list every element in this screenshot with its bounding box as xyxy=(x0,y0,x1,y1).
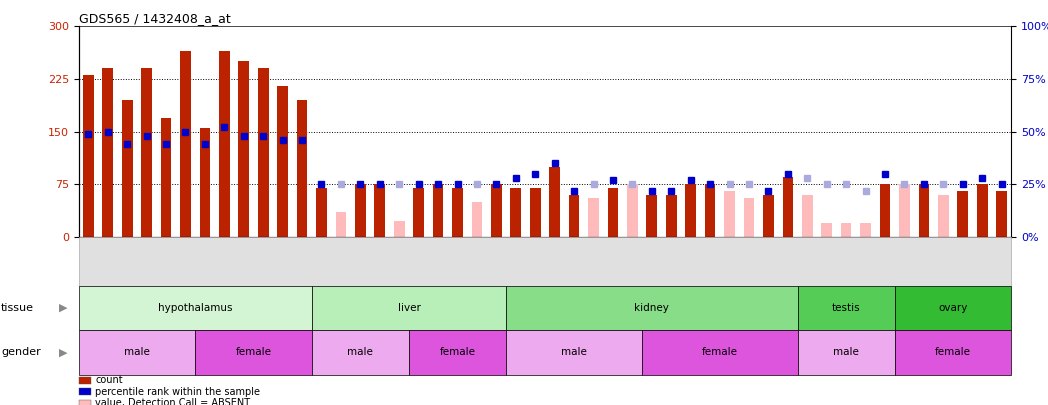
Bar xyxy=(103,68,113,237)
Bar xyxy=(122,100,132,237)
Bar xyxy=(530,188,541,237)
Bar xyxy=(724,191,735,237)
Bar xyxy=(199,128,211,237)
Bar xyxy=(316,188,327,237)
Bar xyxy=(977,184,987,237)
Text: female: female xyxy=(236,347,271,357)
Bar xyxy=(278,86,288,237)
Bar xyxy=(879,184,891,237)
Text: male: male xyxy=(348,347,373,357)
Bar xyxy=(997,191,1007,237)
Text: hypothalamus: hypothalamus xyxy=(158,303,233,313)
Bar xyxy=(627,184,638,237)
Bar xyxy=(665,195,677,237)
Text: male: male xyxy=(561,347,587,357)
Text: liver: liver xyxy=(397,303,420,313)
Text: ▶: ▶ xyxy=(59,347,67,357)
Bar xyxy=(160,117,172,237)
Bar xyxy=(374,184,385,237)
Bar xyxy=(219,51,230,237)
Text: male: male xyxy=(124,347,150,357)
Bar xyxy=(685,184,696,237)
Text: female: female xyxy=(439,347,476,357)
Bar xyxy=(355,184,366,237)
Text: value, Detection Call = ABSENT: value, Detection Call = ABSENT xyxy=(95,398,250,405)
Bar xyxy=(569,195,580,237)
Text: male: male xyxy=(833,347,859,357)
Text: gender: gender xyxy=(1,347,41,357)
Bar xyxy=(549,167,560,237)
Bar xyxy=(899,184,910,237)
Bar xyxy=(239,62,249,237)
Bar xyxy=(413,188,424,237)
Bar xyxy=(938,195,948,237)
Bar xyxy=(608,188,618,237)
Bar xyxy=(705,184,716,237)
Bar xyxy=(802,195,812,237)
Text: female: female xyxy=(702,347,738,357)
Bar xyxy=(840,223,851,237)
Bar xyxy=(492,184,502,237)
Text: testis: testis xyxy=(832,303,860,313)
Bar xyxy=(822,223,832,237)
Bar xyxy=(958,191,968,237)
Text: ovary: ovary xyxy=(938,303,967,313)
Bar xyxy=(918,184,930,237)
Bar xyxy=(394,222,405,237)
Bar xyxy=(433,184,443,237)
Bar xyxy=(647,195,657,237)
Bar xyxy=(258,68,268,237)
Bar xyxy=(297,100,307,237)
Bar xyxy=(180,51,191,237)
Text: GDS565 / 1432408_a_at: GDS565 / 1432408_a_at xyxy=(79,12,231,25)
Bar xyxy=(860,223,871,237)
Bar xyxy=(510,188,521,237)
Bar xyxy=(335,212,346,237)
Bar xyxy=(83,75,93,237)
Text: female: female xyxy=(935,347,971,357)
Text: percentile rank within the sample: percentile rank within the sample xyxy=(95,387,260,396)
Bar xyxy=(588,198,598,237)
Text: count: count xyxy=(95,375,123,385)
Bar xyxy=(472,202,482,237)
Bar xyxy=(783,177,793,237)
Text: tissue: tissue xyxy=(1,303,34,313)
Bar xyxy=(744,198,755,237)
Bar xyxy=(141,68,152,237)
Bar xyxy=(763,195,773,237)
Text: kidney: kidney xyxy=(634,303,670,313)
Text: ▶: ▶ xyxy=(59,303,67,313)
Bar xyxy=(452,188,463,237)
